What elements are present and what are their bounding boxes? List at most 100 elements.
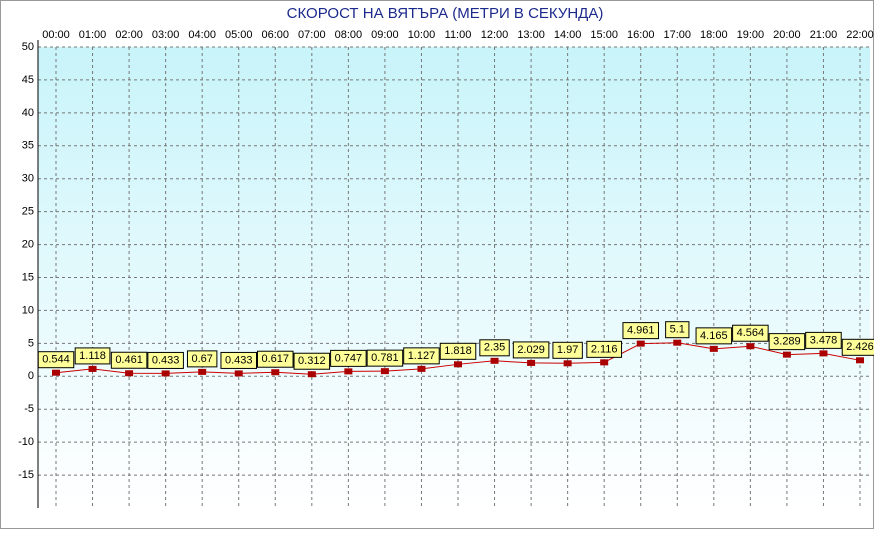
- value-label-box: [695, 327, 733, 345]
- value-label-text: 3.289: [773, 336, 801, 348]
- x-tick-label: 08:00: [335, 29, 363, 41]
- value-label-box: [552, 341, 583, 359]
- value-label: 0.461: [110, 351, 148, 369]
- x-tick-label: 02:00: [115, 29, 143, 41]
- value-label-text: 2.426: [846, 341, 874, 353]
- point-marker: [746, 343, 755, 350]
- point-marker: [234, 370, 243, 377]
- x-tick-label: 19:00: [737, 29, 765, 41]
- x-tick-label: 00:00: [42, 29, 70, 41]
- value-label: 0.617: [257, 350, 294, 368]
- value-label: 0.544: [37, 351, 75, 369]
- value-label: 0.433: [147, 351, 184, 369]
- y-tick-label: 40: [22, 107, 34, 119]
- value-label-text: 0.617: [262, 353, 290, 365]
- y-tick-label: 15: [22, 271, 34, 283]
- point-marker: [527, 359, 536, 366]
- value-label-text: 0.544: [42, 354, 70, 366]
- value-label-box: [622, 322, 659, 340]
- x-tick-label: 12:00: [481, 29, 509, 41]
- point-marker: [673, 339, 682, 346]
- value-label-text: 3.478: [810, 334, 838, 346]
- value-label-box: [586, 340, 623, 358]
- value-label-box: [147, 351, 184, 369]
- value-label: 4.564: [732, 324, 769, 342]
- x-tick-label: 18:00: [700, 29, 728, 41]
- value-label-box: [220, 351, 257, 369]
- value-label-text: 1.818: [444, 345, 472, 357]
- point-marker: [344, 368, 353, 375]
- x-tick-label: 03:00: [152, 29, 180, 41]
- value-label-box: [768, 333, 806, 351]
- value-label-text: 0.433: [225, 354, 253, 366]
- value-label: 1.97: [552, 341, 583, 359]
- value-label-text: 0.312: [298, 355, 326, 367]
- x-tick-label: 10:00: [408, 29, 436, 41]
- y-tick-label: 35: [22, 140, 34, 152]
- value-label-text: 0.433: [152, 354, 180, 366]
- value-label-text: 4.165: [700, 330, 728, 342]
- value-label-text: 1.118: [79, 350, 106, 362]
- point-marker: [52, 369, 60, 376]
- x-tick-label: 05:00: [225, 29, 253, 41]
- value-label: 1.818: [439, 342, 477, 360]
- x-tick-label: 06:00: [262, 29, 290, 41]
- x-tick-label: 17:00: [664, 29, 692, 41]
- point-marker: [636, 340, 645, 347]
- value-label: 4.165: [695, 327, 733, 345]
- value-label: 0.747: [330, 349, 367, 367]
- point-marker: [417, 365, 426, 372]
- value-label: 2.35: [479, 339, 510, 357]
- value-label: 4.961: [622, 322, 659, 340]
- value-label-text: 1.97: [557, 344, 578, 356]
- y-tick-label: 30: [22, 173, 34, 185]
- point-marker: [782, 351, 791, 358]
- value-label-text: 0.461: [115, 354, 143, 366]
- point-marker: [125, 370, 134, 377]
- point-marker: [454, 361, 462, 368]
- value-label-box: [805, 331, 842, 349]
- value-label-box: [366, 349, 404, 367]
- value-label-text: 0.781: [371, 352, 399, 364]
- value-label: 0.781: [366, 349, 404, 367]
- value-label-box: [512, 341, 550, 359]
- value-label-box: [186, 350, 218, 368]
- x-tick-label: 04:00: [188, 29, 216, 41]
- y-tick-label: -10: [18, 436, 34, 448]
- y-tick-label: 10: [22, 304, 34, 316]
- chart-title: СКОРОСТ НА ВЯТЪРА (МЕТРИ В СЕКУНДА): [287, 5, 604, 22]
- point-marker: [271, 369, 280, 376]
- value-label: 2.029: [512, 341, 550, 359]
- y-tick-label: 50: [22, 41, 34, 53]
- value-label-text: 4.961: [627, 325, 655, 337]
- point-marker: [856, 357, 864, 364]
- value-label-box: [665, 321, 690, 339]
- x-tick-label: 15:00: [590, 29, 618, 41]
- point-marker: [563, 360, 572, 367]
- y-tick-label: 20: [22, 238, 34, 250]
- point-marker: [198, 368, 207, 375]
- x-tick-label: 11:00: [445, 29, 472, 41]
- value-label-box: [257, 350, 294, 368]
- value-label-box: [439, 342, 477, 360]
- x-tick-label: 21:00: [810, 29, 838, 41]
- value-label: 3.478: [805, 331, 842, 349]
- y-tick-label: 25: [22, 206, 34, 218]
- value-label-text: 2.029: [517, 344, 545, 356]
- point-marker: [709, 345, 718, 352]
- point-marker: [600, 359, 609, 366]
- value-label: 1.127: [403, 347, 440, 365]
- value-label-text: 0.67: [191, 353, 212, 365]
- point-marker: [380, 368, 389, 375]
- x-tick-label: 16:00: [627, 29, 655, 41]
- value-label: 0.433: [220, 351, 257, 369]
- x-tick-label: 09:00: [371, 29, 399, 41]
- value-label-text: 4.564: [737, 327, 765, 339]
- y-tick-label: 5: [28, 337, 34, 349]
- point-marker: [819, 350, 828, 357]
- value-label: 0.312: [293, 352, 331, 370]
- x-tick-label: 13:00: [517, 29, 545, 41]
- y-tick-label: 0: [28, 370, 34, 382]
- value-label: 1.118: [74, 347, 111, 365]
